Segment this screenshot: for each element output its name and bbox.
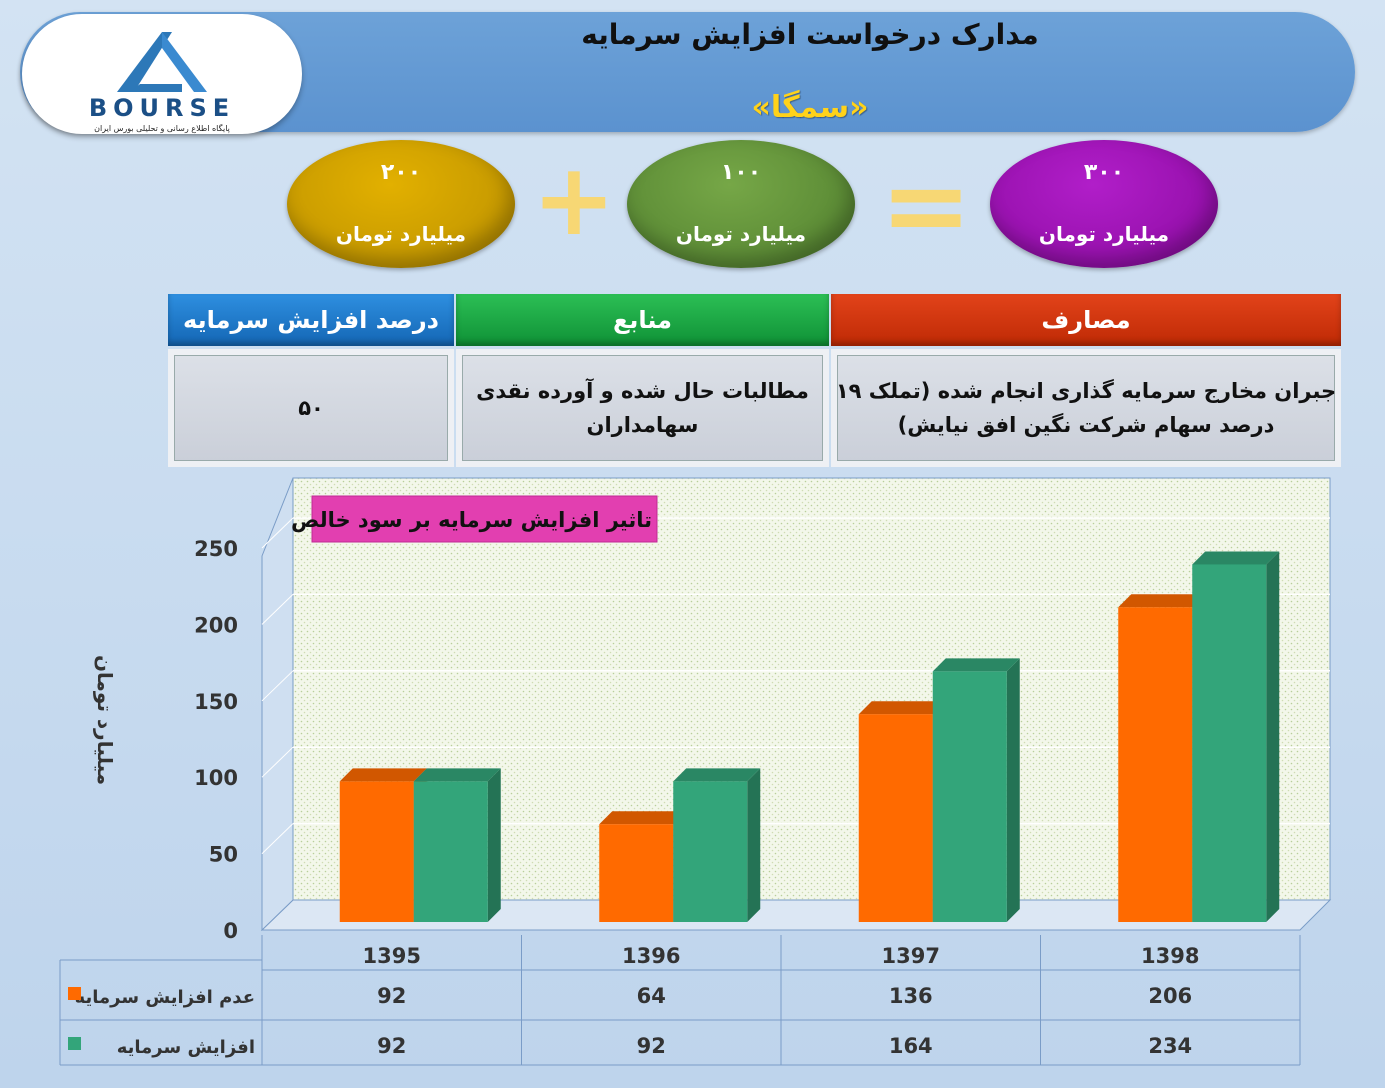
bar-top [1192,551,1280,565]
bar-side [747,768,761,922]
increase-value: ۱۰۰ [720,160,762,185]
bar-top [1118,594,1206,608]
equals-icon: = [880,141,973,269]
logo-word: BOURSE [88,94,236,122]
y-tick-label: 100 [194,766,238,790]
x-category-label: 1395 [363,944,421,968]
bar-top [932,658,1020,672]
bar [932,671,1007,922]
data-label: 136 [889,984,933,1008]
bar-side [1266,551,1280,922]
legend-label: عدم افزایش سرمایه [75,987,255,1008]
bar [858,714,933,922]
bar [599,824,674,922]
y-tick-label: 50 [209,843,238,867]
gridline-side [261,670,294,702]
data-label: 64 [637,984,666,1008]
bar [1192,564,1267,922]
bar [1118,607,1193,922]
legend-swatch [68,1037,81,1050]
bourse24-logo: BOURSE پایگاه اطلاع رسانی و تحلیلی بورس … [22,14,302,134]
cell-sources: مطالبات حال شده و آورده نقدی سهامداران [456,349,829,467]
bar [413,781,488,922]
bar [339,781,414,922]
x-category-label: 1398 [1141,944,1199,968]
bar [673,781,748,922]
increase-ellipse: ۱۰۰ میلیارد تومان [627,140,855,268]
chart-title-box [311,495,658,543]
logo-tagline: پایگاه اطلاع رسانی و تحلیلی بورس ایران [94,124,230,133]
company-symbol: «سمگا» [751,90,869,125]
gridline-side [261,746,294,778]
data-label: 92 [377,984,406,1008]
header-percent: درصد افزایش سرمایه [168,294,454,346]
cell-percent: ۵۰ [168,349,454,467]
logo-mark-icon [117,32,207,92]
new-capital-value: ۲۰۰ [380,160,422,185]
data-label: 92 [377,1034,406,1058]
legend-label: افزایش سرمایه [117,1037,255,1058]
data-label: 164 [889,1034,933,1058]
bar-top [413,768,501,782]
bar-side [487,768,501,922]
header-uses: مصارف [831,294,1341,346]
gridline-side [261,823,294,854]
x-category-label: 1397 [882,944,940,968]
data-label: 206 [1148,984,1192,1008]
new-capital-ellipse: ۲۰۰ میلیارد تومان [287,140,515,268]
header-sources: منابع [456,294,829,346]
data-label: 234 [1148,1034,1192,1058]
gridline-side [261,594,294,625]
plus-icon: + [532,141,616,258]
cell-uses: جبران مخارج سرمایه گذاری انجام شده (تملک… [831,349,1341,467]
bar-side [1006,658,1020,922]
bar-top [673,768,761,782]
y-tick-label: 250 [194,537,238,561]
y-tick-label: 200 [194,613,238,637]
increase-unit: میلیارد تومان [675,222,807,246]
page-title: مدارک درخواست افزایش سرمایه [581,18,1039,51]
current-capital-value: ۳۰۰ [1083,160,1125,185]
current-capital-unit: میلیارد تومان [1038,222,1170,246]
legend-swatch [68,987,81,1000]
plot-side-wall [261,477,294,932]
current-capital-ellipse: ۳۰۰ میلیارد تومان [990,140,1218,268]
data-label: 92 [637,1034,666,1058]
bar-top [339,768,427,782]
y-axis-label: میلیارد تومان [93,655,117,785]
y-tick-label: 150 [194,690,238,714]
chart-title: تاثیر افزایش سرمایه بر سود خالص [291,508,652,532]
new-capital-unit: میلیارد تومان [335,222,467,246]
x-category-label: 1396 [622,944,680,968]
y-tick-label: 0 [223,919,238,943]
gridline-side [261,517,294,549]
bar-top [858,701,946,715]
bar-top [599,811,687,825]
